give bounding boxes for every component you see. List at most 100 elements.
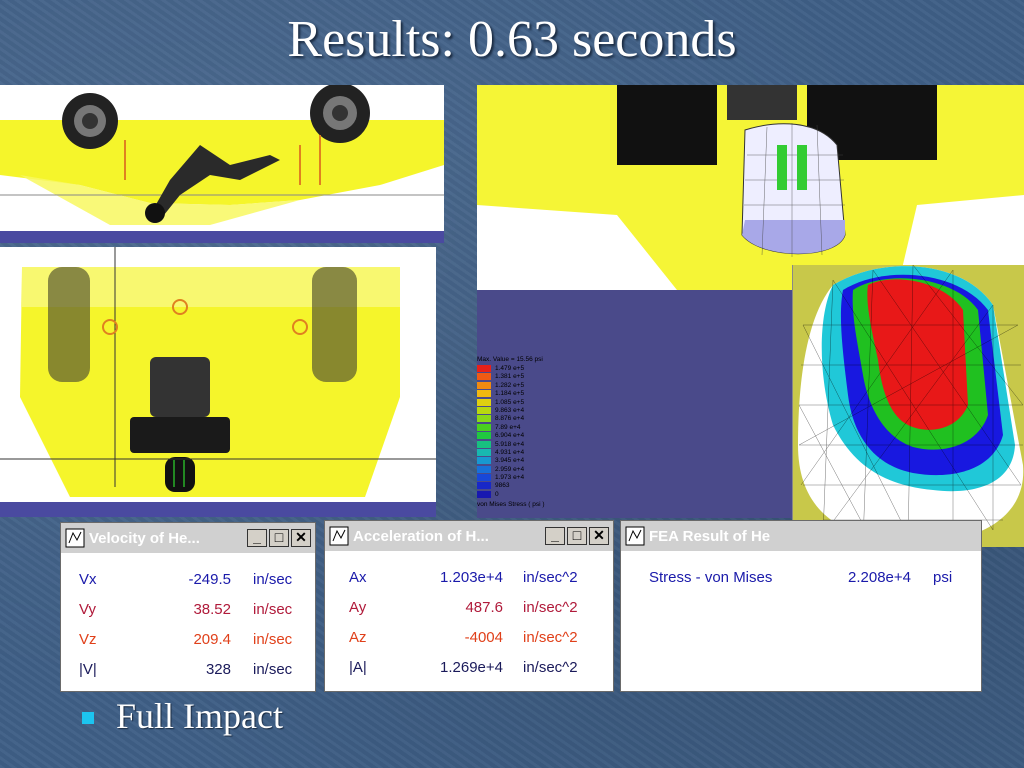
legend-value: 1.184 e+5 xyxy=(495,390,525,398)
legend-item: 2.959 e+4 xyxy=(477,465,545,474)
row-value: 1.269e+4 xyxy=(440,659,503,676)
fea-result-window[interactable]: FEA Result of He Stress - von Mises 2.208… xyxy=(620,520,982,692)
legend-swatch xyxy=(477,381,491,389)
row-unit: in/sec^2 xyxy=(523,599,578,616)
velocity-window[interactable]: Velocity of He... _ □ ✕ Vx -249.5 in/sec Vy… xyxy=(60,522,316,692)
legend-item: 9.863 e+4 xyxy=(477,406,545,415)
row-value: 209.4 xyxy=(193,631,231,648)
legend-footer: von Mises Stress ( psi ) xyxy=(477,501,545,509)
legend-swatch xyxy=(477,465,491,473)
stress-mesh-image xyxy=(798,265,1024,546)
legend-swatch xyxy=(477,423,491,431)
legend-item: 1.085 e+5 xyxy=(477,398,545,407)
fea-titlebar[interactable]: FEA Result of He xyxy=(621,521,981,551)
legend-swatch xyxy=(477,406,491,414)
row-label: |V| xyxy=(79,661,97,678)
legend-item: 7.89 e+4 xyxy=(477,423,545,432)
legend-value: 7.89 e+4 xyxy=(495,423,521,431)
legend-value: 5.918 e+4 xyxy=(495,440,525,448)
front-view-image xyxy=(0,247,436,517)
legend-swatch xyxy=(477,390,491,398)
legend-value: 9863 xyxy=(495,482,510,490)
slide-title: Results: 0.63 seconds xyxy=(287,11,737,68)
window-icon xyxy=(625,526,645,546)
legend-swatch xyxy=(477,482,491,490)
acceleration-titlebar[interactable]: Acceleration of H... _ □ ✕ xyxy=(325,521,613,551)
legend-item: 1.184 e+5 xyxy=(477,390,545,398)
acceleration-window[interactable]: Acceleration of H... _ □ ✕ Ax 1.203e+4 in/… xyxy=(324,520,614,692)
acceleration-window-title: Acceleration of H... xyxy=(353,527,489,545)
bullet-marker xyxy=(82,712,94,724)
legend-swatch xyxy=(477,474,491,482)
legend-item: 9863 xyxy=(477,482,545,490)
legend-item: 8.876 e+4 xyxy=(477,415,545,423)
legend-item: 4.931 e+4 xyxy=(477,448,545,457)
legend-swatch xyxy=(477,373,491,381)
legend-swatch xyxy=(477,440,491,448)
row-label: Vz xyxy=(79,631,97,648)
legend-value: 6.904 e+4 xyxy=(495,432,525,440)
row-value: 487.6 xyxy=(465,599,503,616)
legend-value: 1.381 e+5 xyxy=(495,373,525,381)
row-label: Az xyxy=(349,629,367,646)
legend-item: 1.282 e+5 xyxy=(477,381,545,390)
legend-value: 1.085 e+5 xyxy=(495,398,525,406)
row-label: Stress - von Mises xyxy=(649,569,773,586)
legend-swatch xyxy=(477,432,491,440)
row-unit: in/sec xyxy=(253,661,293,678)
minimize-button[interactable]: _ xyxy=(545,527,565,545)
row-value: 38.52 xyxy=(193,601,231,618)
row-value: 328 xyxy=(205,661,231,678)
legend-swatch xyxy=(477,365,491,372)
row-unit: in/sec xyxy=(253,571,293,588)
row-label: Vx xyxy=(79,571,97,588)
row-unit: in/sec xyxy=(253,631,293,648)
row-label: Ay xyxy=(349,599,367,616)
legend-value: 2.959 e+4 xyxy=(495,465,525,473)
bullet-text: Full Impact xyxy=(116,696,283,736)
legend-item: 1.479 e+5 xyxy=(477,365,545,373)
velocity-window-title: Velocity of He... xyxy=(89,529,200,547)
maximize-button[interactable]: □ xyxy=(269,529,289,547)
velocity-titlebar[interactable]: Velocity of He... _ □ ✕ xyxy=(61,523,315,553)
legend-item: 1.381 e+5 xyxy=(477,373,545,381)
close-button[interactable]: ✕ xyxy=(589,527,609,545)
row-unit: in/sec^2 xyxy=(523,569,578,586)
window-icon xyxy=(329,526,349,546)
legend-item: 6.904 e+4 xyxy=(477,432,545,440)
row-label: |A| xyxy=(349,659,367,676)
legend-swatch xyxy=(477,415,491,423)
row-unit: in/sec xyxy=(253,601,293,618)
legend-value: 9.863 e+4 xyxy=(495,407,525,415)
row-value: -249.5 xyxy=(188,571,231,588)
legend-swatch xyxy=(477,448,491,456)
minimize-button[interactable]: _ xyxy=(247,529,267,547)
legend-value: 0 xyxy=(495,491,499,499)
maximize-button[interactable]: □ xyxy=(567,527,587,545)
row-value: 1.203e+4 xyxy=(440,569,503,586)
window-icon xyxy=(65,528,85,548)
legend-value: 1.282 e+5 xyxy=(495,382,525,389)
side-view-image xyxy=(0,85,444,243)
row-unit: in/sec^2 xyxy=(523,629,578,646)
close-button[interactable]: ✕ xyxy=(291,529,311,547)
row-value: -4004 xyxy=(464,629,503,646)
legend-value: 1.973 e+4 xyxy=(495,474,525,482)
legend-item: 5.918 e+4 xyxy=(477,440,545,449)
side-view-panel xyxy=(0,85,444,243)
stress-legend: Max. Value = 15.56 psi 1.479 e+5 1.381 e+… xyxy=(477,356,545,508)
row-unit: psi xyxy=(933,569,953,586)
front-view-panel xyxy=(0,247,436,517)
legend-value: 1.479 e+5 xyxy=(495,365,525,373)
legend-value: 3.945 e+4 xyxy=(495,457,525,465)
row-label: Vy xyxy=(79,601,96,618)
legend-item: 3.945 e+4 xyxy=(477,457,545,465)
legend-max-label: Max. Value = 15.56 psi xyxy=(477,356,543,363)
legend-value: 4.931 e+4 xyxy=(495,449,525,457)
legend-swatch xyxy=(477,398,491,406)
legend-swatch xyxy=(477,490,491,498)
legend-value: 8.876 e+4 xyxy=(495,415,525,423)
legend-item: 0 xyxy=(477,490,545,499)
row-value: 2.208e+4 xyxy=(848,569,911,586)
stress-mesh-inset xyxy=(792,265,1024,547)
